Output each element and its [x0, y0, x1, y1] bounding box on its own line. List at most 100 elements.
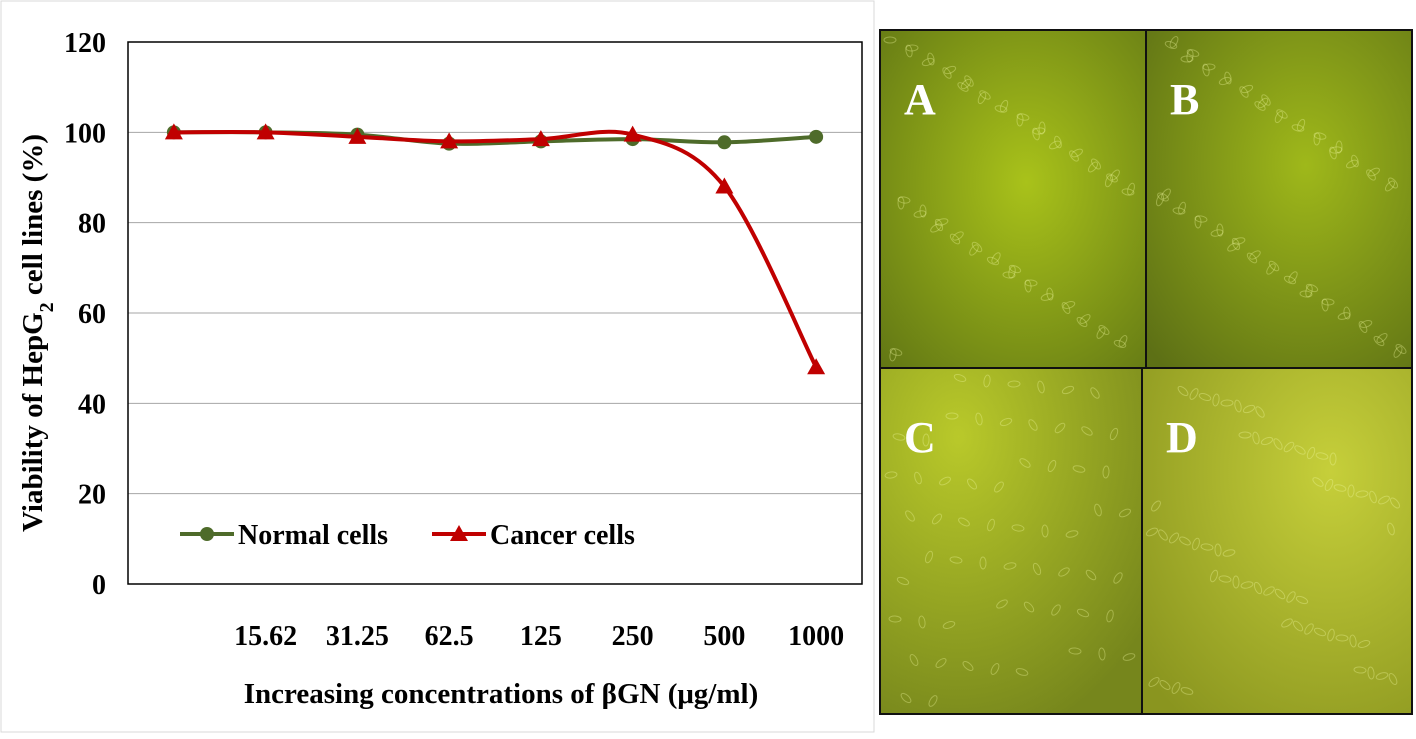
- cell-texture: [1343, 306, 1351, 320]
- cell-texture: [964, 75, 974, 87]
- cell-texture: [1212, 393, 1220, 407]
- cell-texture: [1164, 41, 1178, 49]
- cell-texture: [960, 78, 972, 90]
- cell-texture: [1218, 575, 1232, 583]
- cell-texture: [1127, 182, 1135, 196]
- cell-texture: [921, 57, 935, 67]
- cell-texture: [1148, 677, 1160, 687]
- cell-texture: [1255, 406, 1265, 418]
- cell-texture: [1155, 193, 1165, 207]
- panel-label: A: [904, 75, 936, 124]
- cell-texture: [1041, 524, 1049, 538]
- marker: [715, 177, 734, 194]
- cell-texture: [892, 433, 906, 441]
- cell-texture: [1283, 275, 1297, 285]
- cell-texture: [1186, 49, 1194, 63]
- cell-texture: [1076, 316, 1088, 328]
- cell-texture: [949, 233, 961, 245]
- panel-label: D: [1166, 413, 1198, 462]
- cell-texture: [943, 65, 957, 75]
- micrograph: [879, 367, 1143, 715]
- marker: [807, 358, 826, 375]
- cell-texture: [958, 517, 970, 527]
- cell-texture: [889, 348, 903, 356]
- cell-texture: [987, 518, 995, 532]
- cell-texture: [1002, 271, 1016, 279]
- y-axis-title-part: 2: [36, 302, 58, 312]
- cell-texture: [1091, 158, 1101, 170]
- cell-texture: [1254, 101, 1266, 111]
- panel-label: B: [1170, 75, 1199, 124]
- cell-texture: [1008, 265, 1016, 279]
- cell-texture: [1315, 452, 1329, 460]
- marker: [717, 135, 732, 150]
- cell-texture: [1387, 522, 1395, 536]
- cell-texture: [1393, 346, 1403, 358]
- plot-frame: [127, 41, 863, 585]
- y-tick-label: 120: [64, 28, 106, 59]
- cell-texture: [1329, 146, 1343, 154]
- cell-texture: [909, 654, 919, 666]
- cell-texture: [1037, 380, 1045, 394]
- chart: 0 20 40 60 80 100 120 15.62 31.25 62.5 125 250 500 10…: [17, 28, 863, 710]
- cell-texture: [1171, 682, 1181, 694]
- cell-texture: [1186, 49, 1200, 57]
- cell-texture: [1032, 562, 1042, 576]
- y-tick-label: 100: [64, 118, 106, 149]
- cell-texture: [1378, 495, 1390, 505]
- cell-texture: [1202, 63, 1216, 71]
- cell-texture: [1085, 569, 1097, 581]
- cell-texture: [897, 196, 911, 204]
- cell-texture: [1051, 604, 1061, 616]
- cell-texture: [1304, 623, 1314, 635]
- cell-texture: [1281, 618, 1293, 628]
- cell-texture: [1169, 36, 1179, 48]
- cell-texture: [1118, 335, 1128, 347]
- cell-texture: [918, 615, 926, 629]
- cell-texture: [1008, 264, 1022, 274]
- cell-texture: [1104, 174, 1114, 188]
- cell-texture: [1388, 177, 1398, 189]
- cell-texture: [1292, 620, 1304, 632]
- cell-texture: [1367, 666, 1375, 680]
- cell-texture: [1266, 263, 1276, 275]
- cell-texture: [1168, 532, 1180, 544]
- cell-texture: [930, 223, 942, 233]
- cell-texture: [934, 218, 944, 232]
- cell-texture: [1079, 314, 1091, 324]
- cell-texture: [1274, 588, 1286, 600]
- cell-texture: [1384, 180, 1396, 192]
- cell-texture: [1313, 132, 1321, 146]
- x-tick-label: 15.62: [234, 621, 297, 652]
- cell-texture: [1145, 527, 1159, 537]
- cell-texture: [1294, 445, 1306, 455]
- cell-texture: [1305, 283, 1319, 293]
- cell-texture: [1180, 55, 1194, 63]
- marker: [348, 127, 367, 144]
- cell-texture: [1357, 640, 1371, 648]
- cell-texture: [996, 599, 1008, 609]
- cell-texture: [1238, 431, 1252, 439]
- cell-texture: [967, 478, 977, 490]
- cell-texture: [1345, 159, 1359, 169]
- cell-texture: [935, 218, 949, 226]
- cell-texture: [1260, 436, 1274, 446]
- cell-texture: [1276, 109, 1288, 119]
- cell-texture: [1375, 672, 1389, 680]
- cell-texture: [979, 90, 991, 100]
- cell-texture: [1252, 431, 1260, 445]
- cell-texture: [1351, 154, 1359, 168]
- cell-texture: [969, 244, 979, 256]
- cell-texture: [1253, 581, 1263, 595]
- chart-frame: [0, 0, 875, 733]
- cell-texture: [1028, 419, 1038, 431]
- cell-texture: [945, 412, 959, 420]
- cell-texture: [1353, 666, 1367, 674]
- cell-texture: [962, 661, 974, 671]
- cell-texture: [1274, 110, 1284, 124]
- cell-texture: [1069, 150, 1079, 162]
- cell-texture: [1109, 427, 1119, 441]
- cell-texture: [1234, 399, 1242, 413]
- cell-texture: [1327, 628, 1335, 642]
- cell-texture: [1286, 591, 1296, 603]
